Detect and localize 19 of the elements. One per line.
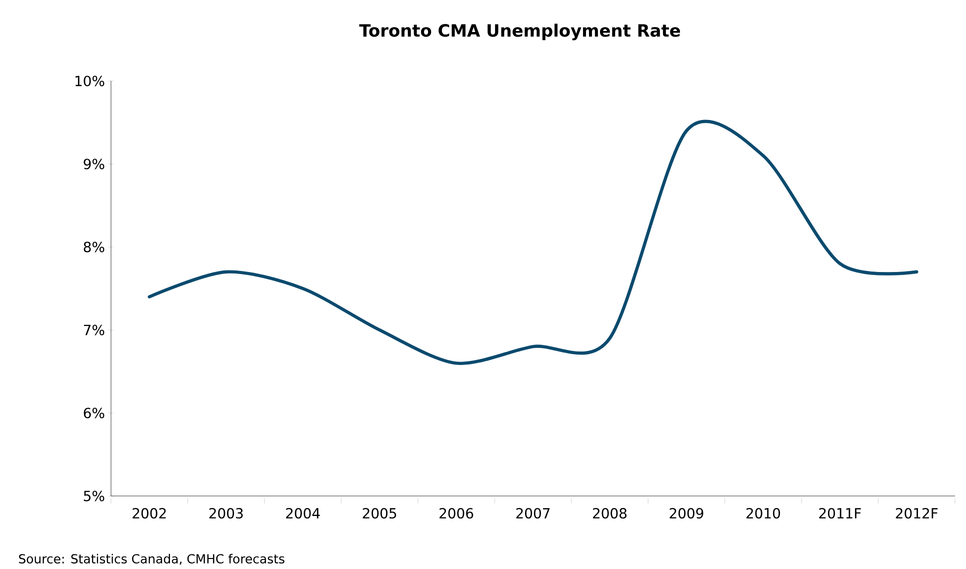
x-tick-label: 2010	[746, 508, 780, 519]
x-tick-label: 2012F	[896, 508, 938, 519]
y-tick-label: 5%	[84, 490, 104, 502]
source-note: Source: Statistics Canada, CMHC forecasts	[19, 554, 284, 565]
x-tick-label: 2006	[440, 508, 474, 519]
y-tick-label: 10%	[76, 76, 104, 86]
x-tick-label: 2002	[132, 508, 166, 519]
x-tick-label: 2005	[362, 508, 396, 519]
x-tick-label: 2007	[516, 508, 550, 519]
y-tick-label: 9%	[84, 158, 104, 170]
x-tick-label: 2008	[593, 508, 627, 519]
x-tick-label: 2003	[209, 508, 243, 519]
y-tick-label: 6%	[84, 408, 104, 418]
y-tick-label: 8%	[84, 242, 104, 252]
x-tick-label: 2004	[286, 508, 320, 519]
x-tick-label: 2009	[670, 508, 704, 519]
y-tick-label: 7%	[84, 324, 104, 336]
chart-title: Toronto CMA Unemployment Rate	[359, 24, 680, 40]
x-tick-label: 2011F	[819, 508, 861, 519]
